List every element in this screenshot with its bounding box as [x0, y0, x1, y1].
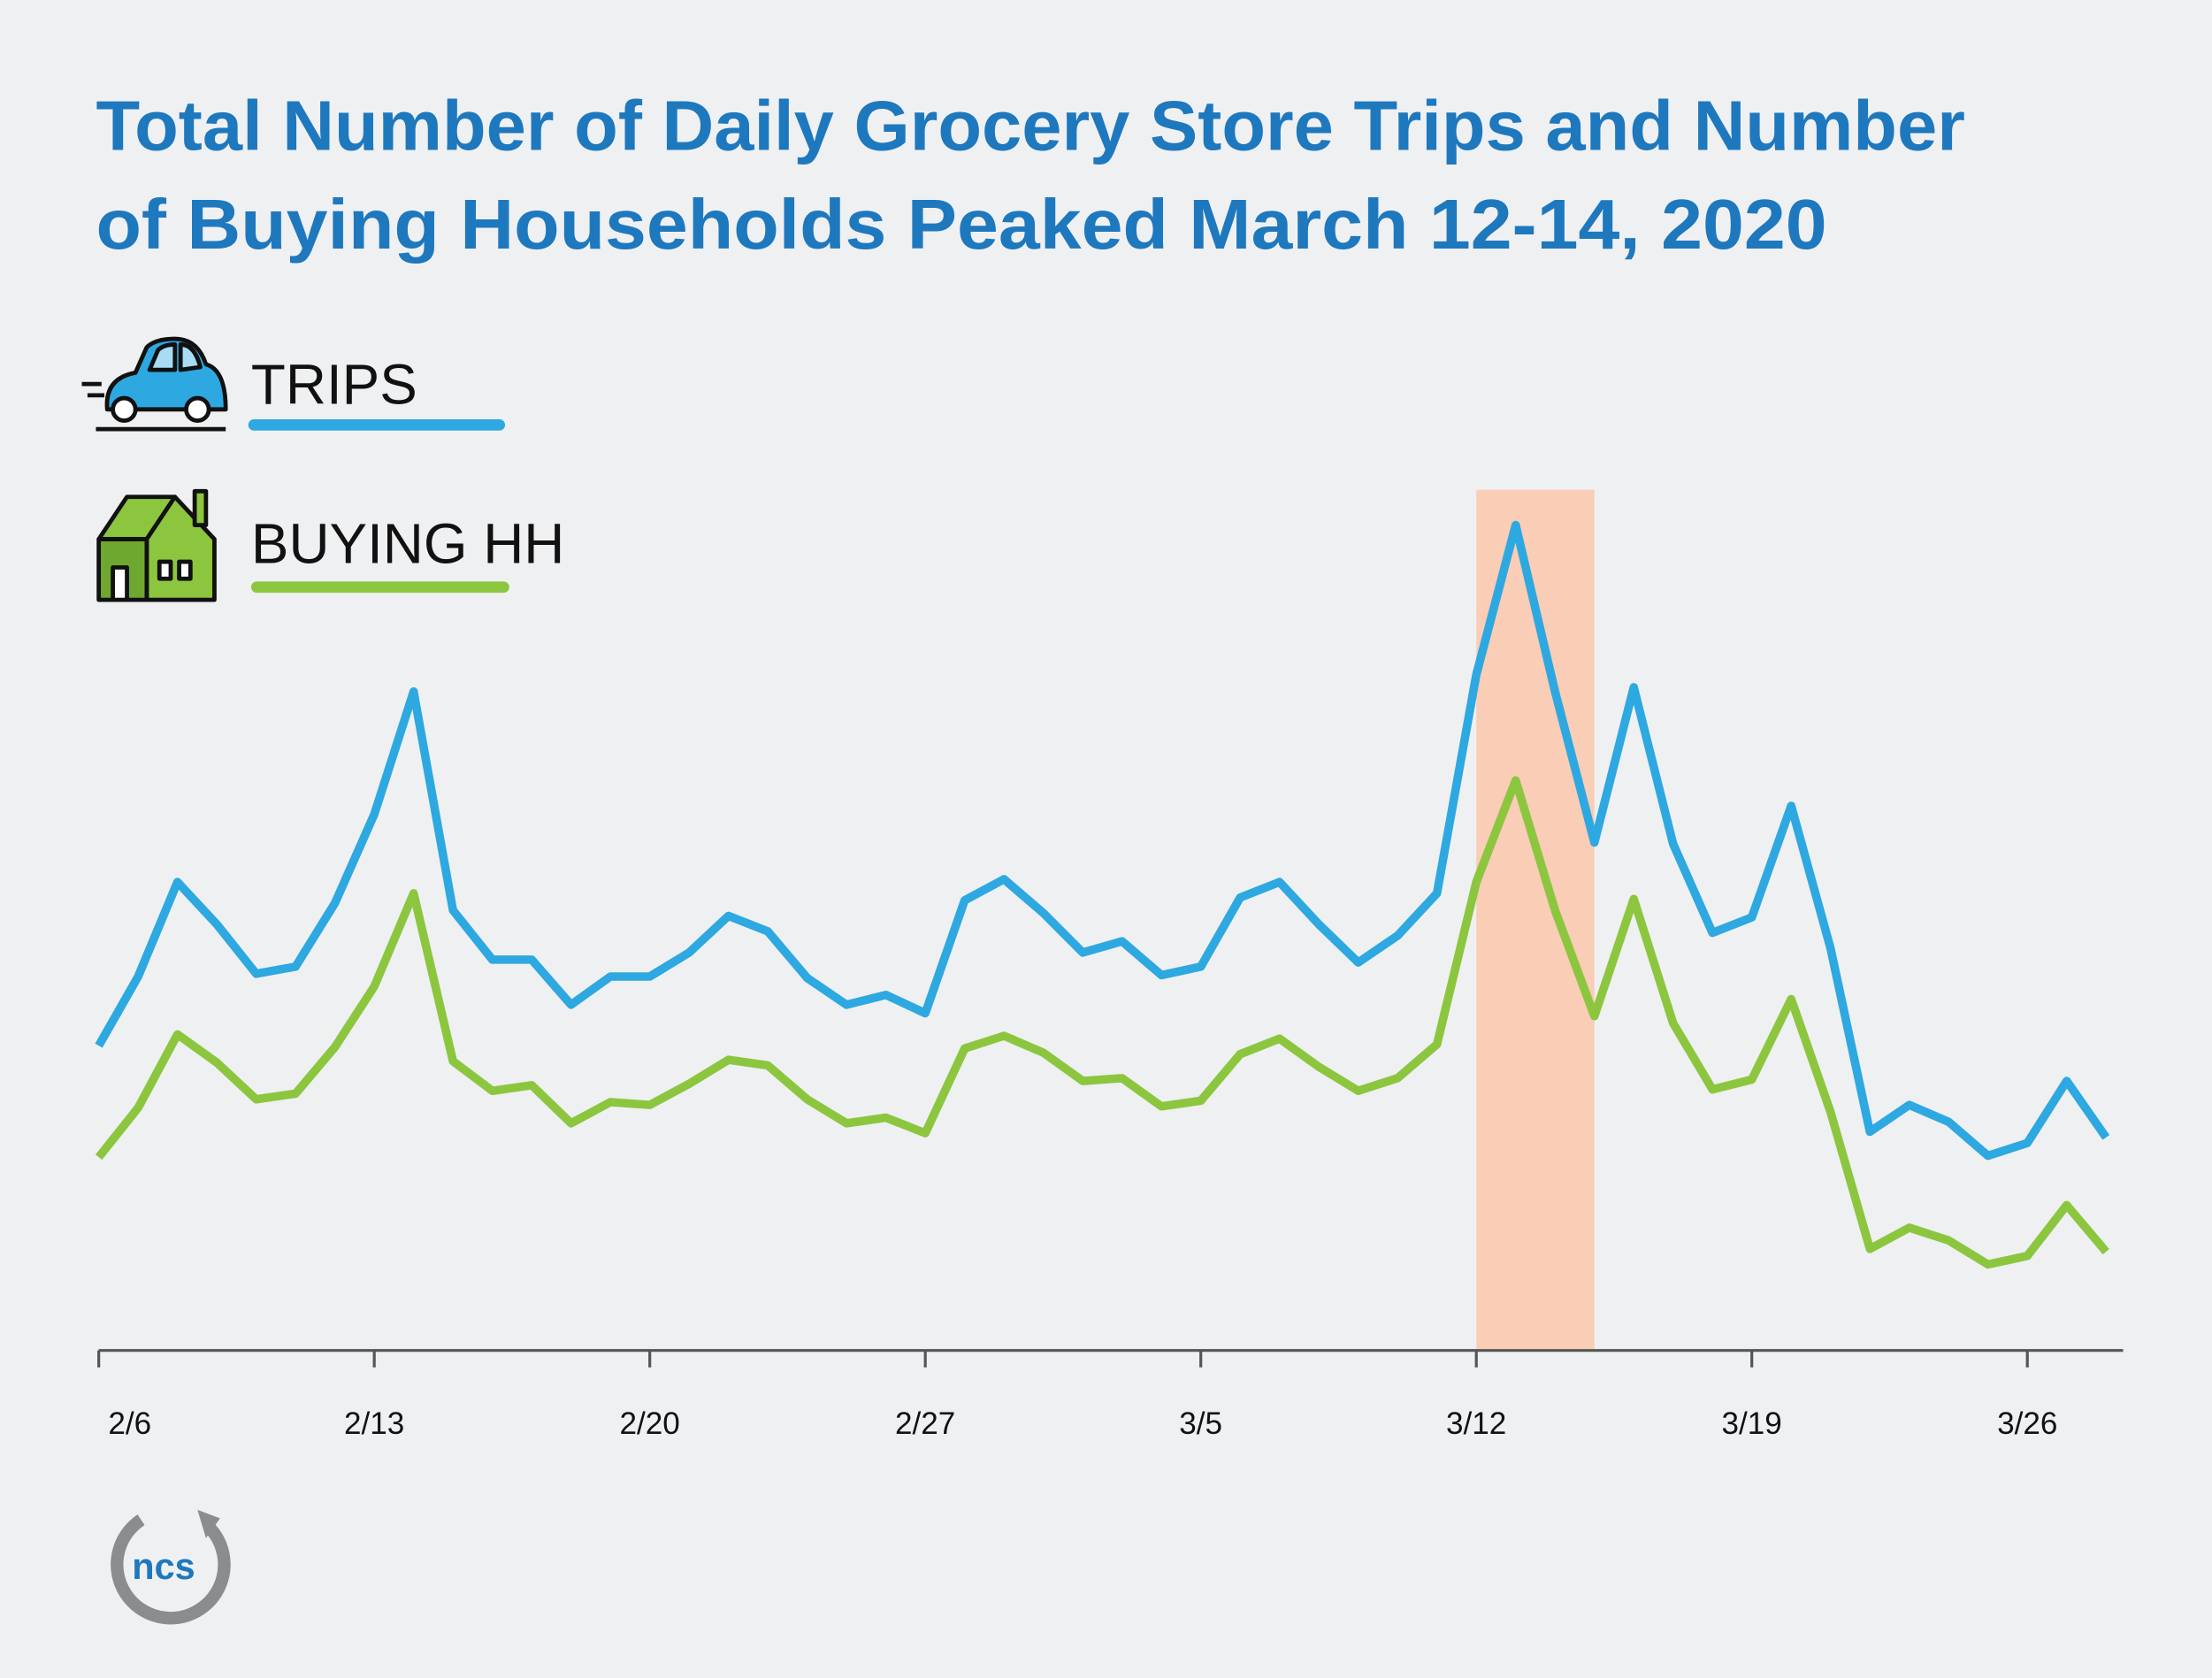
x-tick-label: 2/20: [620, 1406, 680, 1441]
x-tick-label: 2/13: [344, 1406, 404, 1441]
car-icon: [81, 336, 228, 432]
x-tick-label: 2/6: [108, 1406, 151, 1441]
x-tick-label: 3/5: [1179, 1406, 1222, 1441]
plot-area: 2/6 2/13 2/20 2/27 3/5 3/12 3/19 3/26 TRIPS BUYIN…: [95, 352, 2124, 1441]
x-tick-label: 3/12: [1446, 1406, 1506, 1441]
x-tick-label: 2/27: [895, 1406, 955, 1441]
line-series: [95, 520, 2110, 1161]
chart-title: of Buying Households Peaked March 12-14,…: [96, 185, 1826, 264]
logo: ncs: [111, 1509, 231, 1625]
x-tick-label: 3/19: [1722, 1406, 1782, 1441]
legend-label: TRIPS: [251, 352, 417, 416]
chart-title: Total Number of Daily Grocery Store Trip…: [96, 86, 1964, 165]
legend-label: BUYING HH: [251, 512, 564, 576]
line-series: [95, 776, 2109, 1269]
highlight-band: [1476, 489, 1595, 1351]
house-icon: [96, 488, 217, 602]
logo-text: ncs: [132, 1545, 195, 1587]
x-tick-label: 3/26: [1997, 1406, 2057, 1441]
